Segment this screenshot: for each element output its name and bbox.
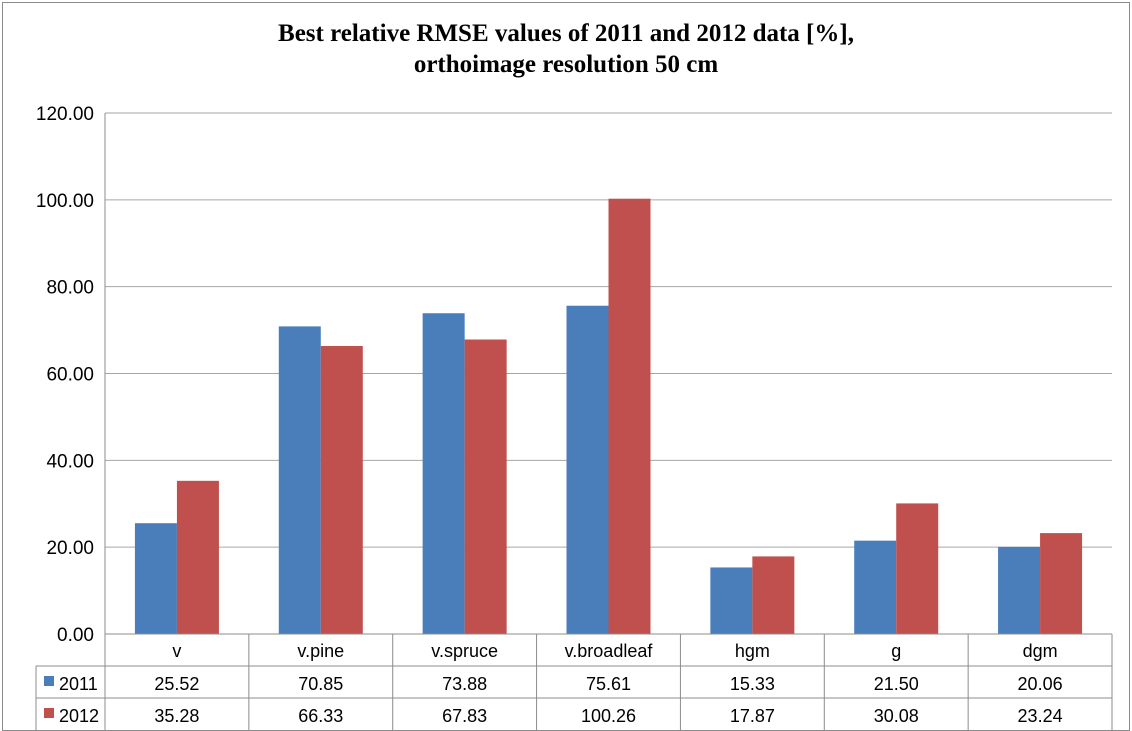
chart-title-line-2: orthoimage resolution 50 cm bbox=[413, 51, 719, 78]
y-tick-label: 120.00 bbox=[36, 104, 94, 125]
y-tick-label: 20.00 bbox=[46, 538, 94, 559]
bar-2012-g bbox=[896, 503, 939, 634]
data-label-2012: 66.33 bbox=[298, 706, 343, 726]
data-label-2011: 73.88 bbox=[442, 674, 487, 694]
legend-label-2011: 2011 bbox=[59, 674, 98, 694]
bar-2012-v-spruce bbox=[464, 339, 507, 634]
bar-2011-v-pine bbox=[278, 326, 321, 634]
category-label: dgm bbox=[1023, 641, 1058, 661]
y-tick-label: 40.00 bbox=[46, 451, 94, 472]
legend-swatch-2012 bbox=[44, 708, 54, 718]
bar-2011-v-broadleaf bbox=[566, 305, 609, 634]
data-label-2011: 25.52 bbox=[154, 674, 199, 694]
category-label: v.pine bbox=[297, 641, 344, 661]
y-tick-label: 0.00 bbox=[57, 625, 94, 646]
category-label: v.spruce bbox=[431, 641, 498, 661]
data-label-2011: 15.33 bbox=[730, 674, 775, 694]
data-label-2011: 21.50 bbox=[874, 674, 919, 694]
category-label: v.broadleaf bbox=[565, 641, 654, 661]
chart-title-line-1: Best relative RMSE values of 2011 and 20… bbox=[278, 20, 854, 47]
category-label: hgm bbox=[735, 641, 770, 661]
y-tick-label: 100.00 bbox=[36, 191, 94, 212]
data-label-2011: 20.06 bbox=[1018, 674, 1063, 694]
bar-2012-v bbox=[176, 480, 219, 634]
chart-title: Best relative RMSE values of 2011 and 20… bbox=[0, 18, 1132, 80]
bar-2012-dgm bbox=[1040, 533, 1083, 634]
bar-2011-g bbox=[854, 540, 897, 634]
data-label-2012: 17.87 bbox=[730, 706, 775, 726]
bar-2011-v bbox=[134, 523, 177, 634]
category-label: v bbox=[172, 641, 181, 661]
bar-2011-hgm bbox=[710, 567, 753, 634]
bar-2011-v-spruce bbox=[422, 313, 465, 634]
category-label: g bbox=[891, 641, 901, 661]
data-label-2012: 23.24 bbox=[1018, 706, 1063, 726]
bar-2011-dgm bbox=[998, 546, 1041, 634]
data-label-2012: 100.26 bbox=[581, 706, 636, 726]
data-label-2011: 70.85 bbox=[298, 674, 343, 694]
bar-2012-v-pine bbox=[320, 346, 363, 634]
data-label-2011: 75.61 bbox=[586, 674, 631, 694]
data-label-2012: 35.28 bbox=[154, 706, 199, 726]
data-label-2012: 30.08 bbox=[874, 706, 919, 726]
legend-swatch-2011 bbox=[44, 676, 54, 686]
legend-label-2012: 2012 bbox=[59, 706, 99, 726]
y-tick-label: 60.00 bbox=[46, 365, 94, 386]
data-label-2012: 67.83 bbox=[442, 706, 487, 726]
bar-2012-v-broadleaf bbox=[608, 198, 651, 634]
y-tick-label: 80.00 bbox=[46, 278, 94, 299]
bar-2012-hgm bbox=[752, 556, 795, 634]
